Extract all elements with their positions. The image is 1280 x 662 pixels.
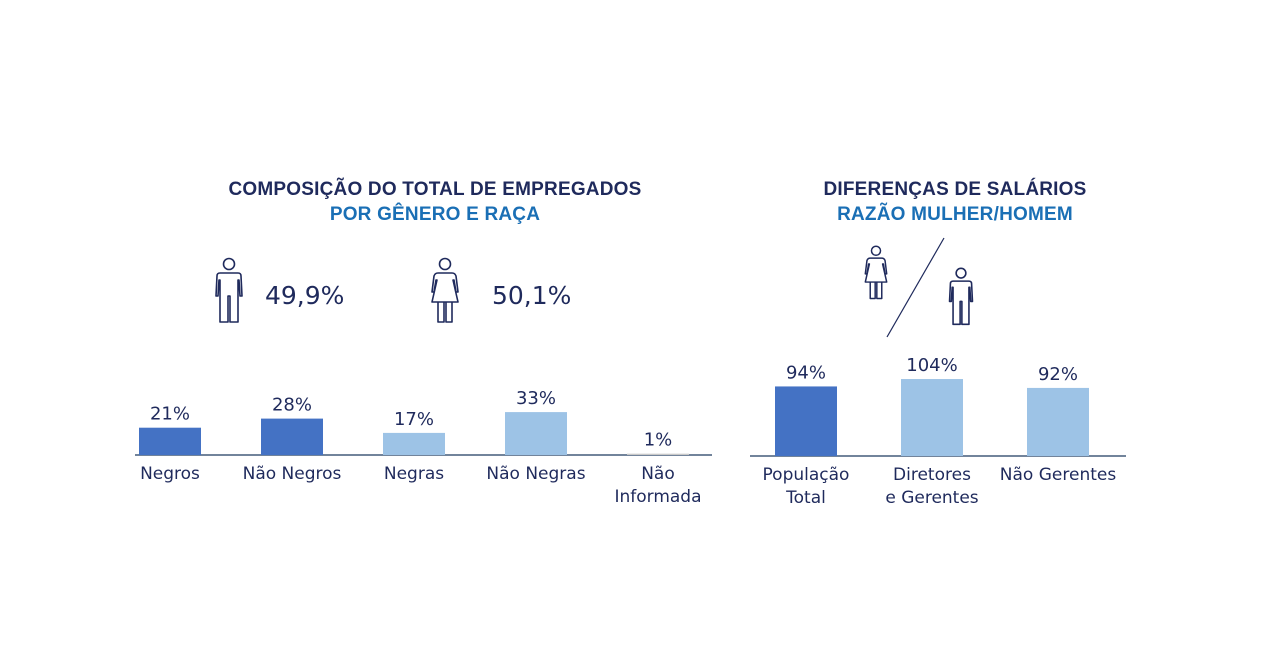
salary-value-label: 104% [906, 355, 957, 376]
composition-bar-4 [627, 453, 689, 455]
man-icon [948, 267, 974, 326]
man-icon [215, 257, 243, 323]
composition-category-label: Não [641, 464, 675, 484]
composition-bar-0 [139, 427, 201, 455]
composition-bar-1 [261, 418, 323, 455]
salary-value-label: 94% [786, 362, 826, 383]
salary-title-line2: RAZÃO MULHER/HOMEM [837, 204, 1073, 225]
composition-value-label: 33% [516, 388, 556, 409]
salary-chart-title: DIFERENÇAS DE SALÁRIOS RAZÃO MULHER/HOME… [790, 177, 1120, 227]
composition-value-label: 17% [394, 409, 434, 430]
composition-bar-3 [505, 412, 567, 455]
salary-category-label: População [763, 465, 850, 485]
salary-bar-1 [901, 379, 963, 456]
salary-title-line1: DIFERENÇAS DE SALÁRIOS [823, 179, 1087, 200]
salary-category-label: Não Gerentes [1000, 465, 1117, 485]
composition-category-label: Não Negros [243, 464, 342, 484]
woman-icon [864, 245, 888, 300]
composition-category-label: Negras [384, 464, 444, 484]
woman-icon [431, 257, 459, 323]
composition-value-label: 28% [272, 395, 312, 416]
composition-value-label: 21% [150, 404, 190, 425]
composition-value-label: 1% [644, 430, 673, 451]
composition-bar-2 [383, 432, 445, 455]
salary-category-label: Diretores [893, 465, 971, 485]
salary-value-label: 92% [1038, 364, 1078, 385]
women-percentage: 50,1% [492, 281, 572, 310]
salary-bar-2 [1027, 387, 1089, 456]
composition-category-label: Informada [614, 487, 701, 507]
composition-title-line2: POR GÊNERO E RAÇA [329, 204, 541, 225]
composition-title-line1: COMPOSIÇÃO DO TOTAL DE EMPREGADOS [228, 179, 642, 200]
men-percentage: 49,9% [265, 281, 345, 310]
composition-category-label: Negros [140, 464, 200, 484]
slash-divider-icon [886, 237, 945, 338]
salary-bar-0 [775, 386, 837, 456]
composition-category-label: Não Negras [486, 464, 585, 484]
composition-chart-title: COMPOSIÇÃO DO TOTAL DE EMPREGADOS POR GÊ… [200, 177, 670, 227]
salary-category-label: Total [785, 488, 826, 508]
salary-category-label: e Gerentes [885, 488, 978, 508]
